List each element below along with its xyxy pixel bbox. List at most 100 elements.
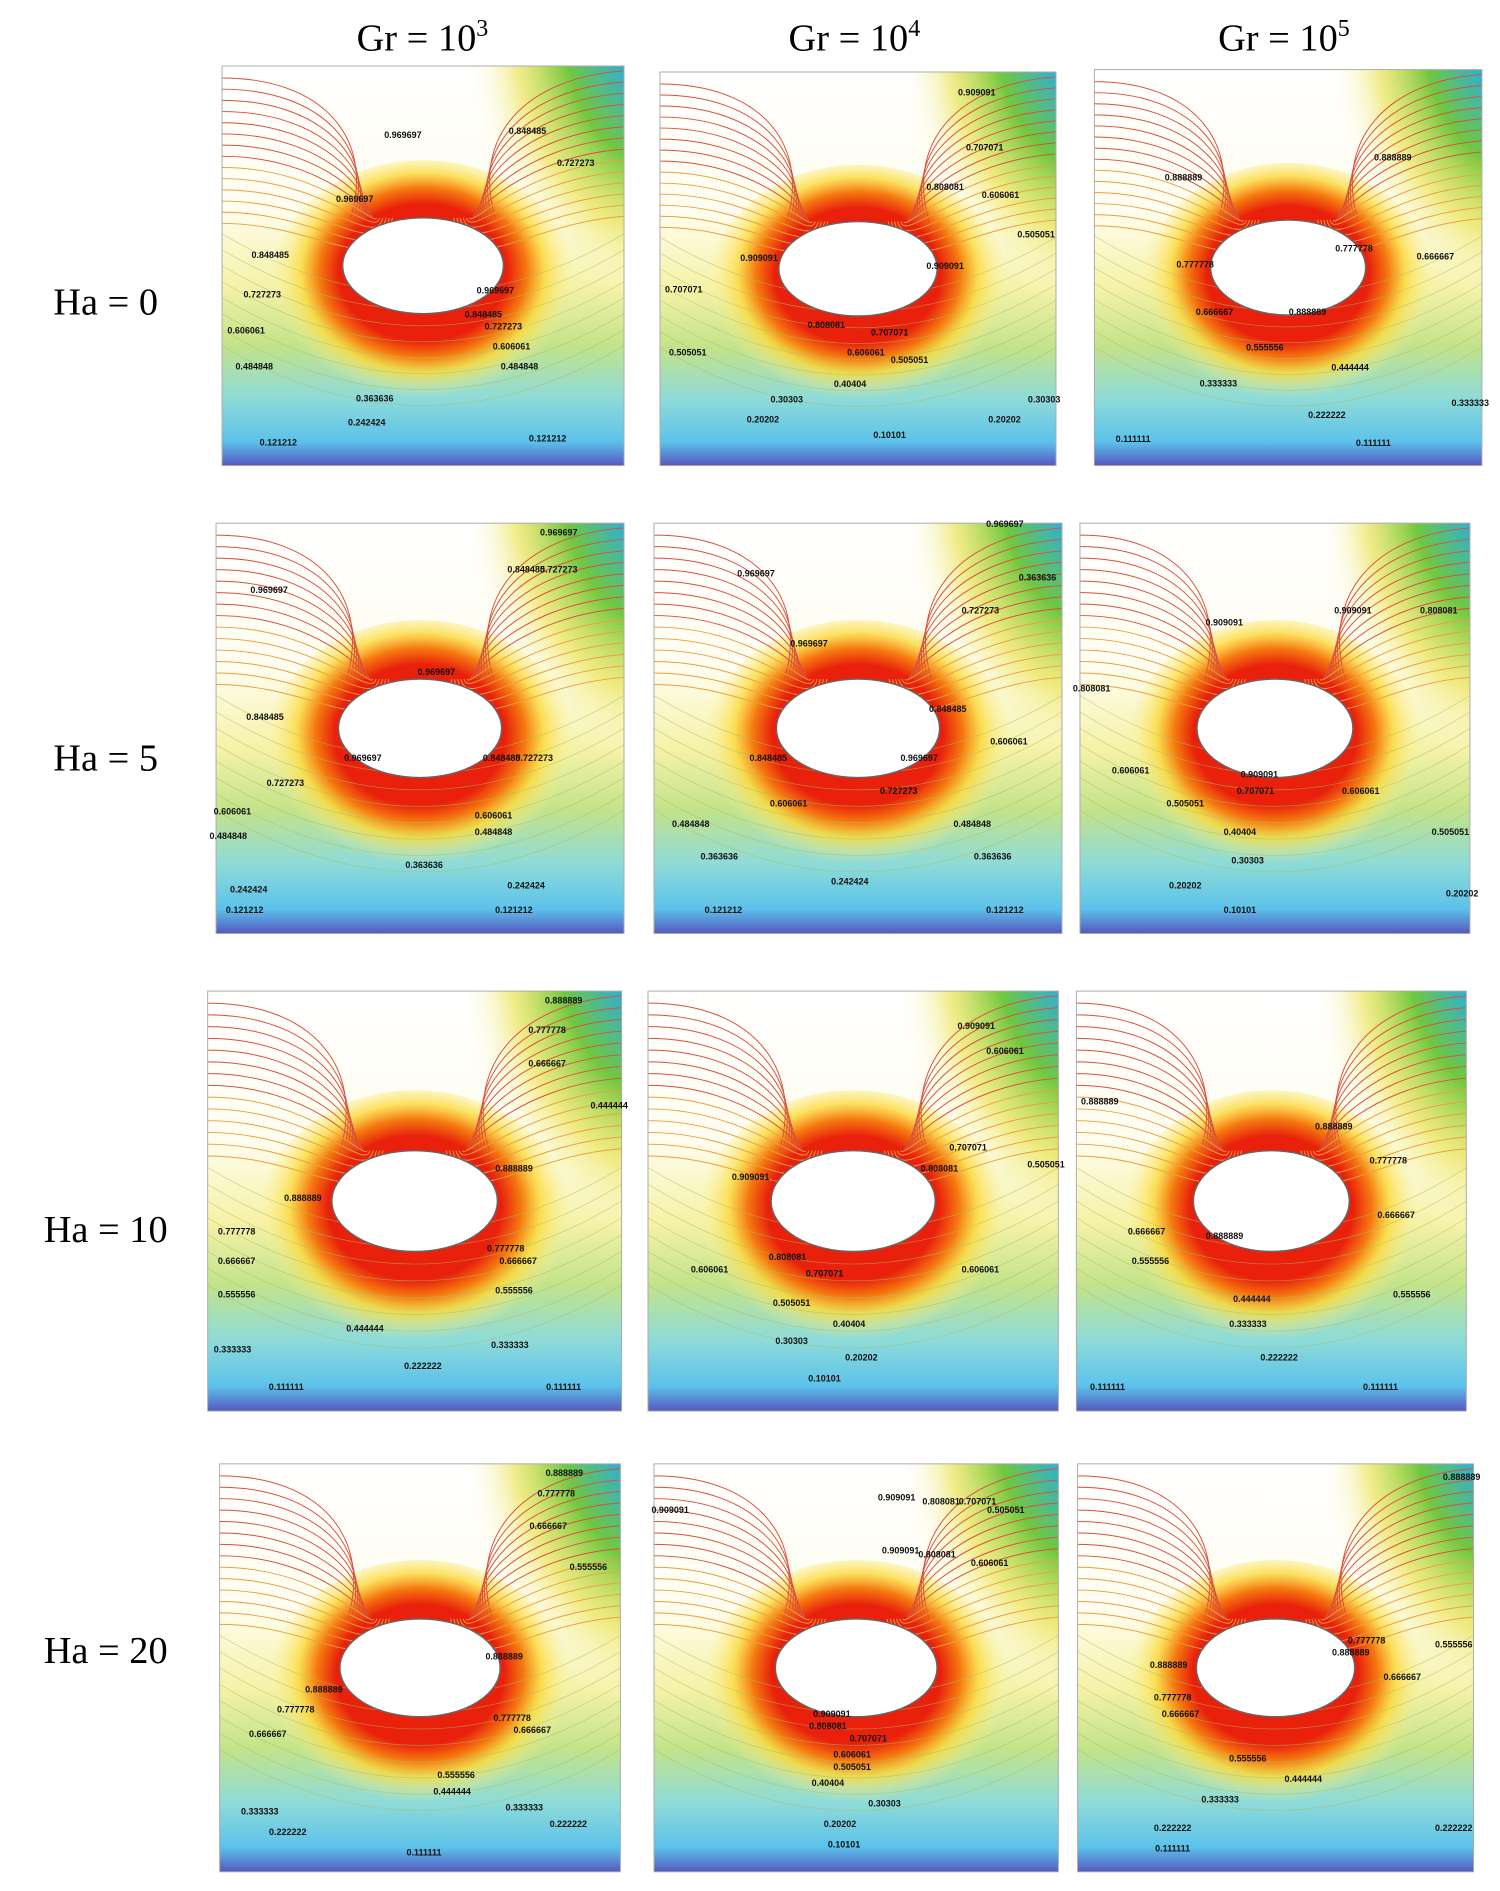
contour-label: 0.666667 xyxy=(1162,1709,1199,1719)
contour-label: 0.606061 xyxy=(990,737,1027,747)
contour-label: 0.969697 xyxy=(540,527,577,537)
isotherm xyxy=(1077,1570,1474,1624)
isotherm xyxy=(1094,96,1482,221)
contour-label: 0.111111 xyxy=(269,1382,304,1392)
contour-label: 0.666667 xyxy=(1128,1227,1165,1237)
contour-label: 0.484848 xyxy=(953,819,990,829)
contour-label: 0.20202 xyxy=(1446,889,1478,899)
isotherm xyxy=(1079,728,1470,791)
contour-label: 0.909091 xyxy=(651,1505,688,1515)
contour-label: 0.111111 xyxy=(546,1382,581,1392)
isotherm xyxy=(216,630,625,684)
contour-label: 0.666667 xyxy=(249,1729,286,1739)
contour-panel xyxy=(1076,991,1467,1412)
isotherm xyxy=(1077,1716,1474,1779)
isotherm xyxy=(1079,760,1470,823)
contour-panel xyxy=(1079,523,1470,934)
contour-label: 0.727273 xyxy=(485,322,522,332)
isotherm xyxy=(1076,1234,1467,1298)
contour-label: 0.222222 xyxy=(269,1827,306,1837)
isotherm xyxy=(648,1089,1059,1153)
isotherm xyxy=(222,70,625,218)
isotherm xyxy=(1076,995,1467,1151)
contour-label: 0.848485 xyxy=(465,310,502,320)
isotherm xyxy=(219,1700,621,1763)
panel-frame xyxy=(1075,990,1467,1412)
contour-label: 0.555556 xyxy=(570,1562,607,1572)
isotherm xyxy=(1079,777,1470,840)
contour-label: 0.909091 xyxy=(732,1172,769,1182)
contour-label: 0.20202 xyxy=(747,414,779,424)
isotherm xyxy=(660,164,1056,224)
contour-label: 0.606061 xyxy=(1112,765,1149,775)
isotherm xyxy=(654,1683,1059,1746)
contour-panel xyxy=(660,71,1056,466)
contour-label: 0.777778 xyxy=(277,1705,314,1715)
isotherm xyxy=(222,126,625,218)
isotherm xyxy=(1077,1749,1474,1811)
contour-label: 0.606061 xyxy=(475,811,512,821)
isotherm xyxy=(222,137,625,218)
isotherm xyxy=(1094,346,1482,407)
isotherm xyxy=(654,596,1062,680)
cylinder xyxy=(1196,678,1354,779)
isotherm xyxy=(216,596,625,680)
isotherm xyxy=(1077,1479,1474,1620)
contour-label: 0.969697 xyxy=(384,130,421,140)
isotherm xyxy=(654,744,1062,807)
isotherm xyxy=(207,1267,622,1332)
contour-label: 0.707071 xyxy=(949,1143,986,1153)
isotherm xyxy=(648,1267,1059,1332)
contour-label: 0.909091 xyxy=(958,1021,995,1031)
isotherm xyxy=(648,1217,1059,1282)
contour-label: 0.606061 xyxy=(227,326,264,336)
contour-label: 0.444444 xyxy=(1285,1774,1322,1784)
contour-label: 0.909091 xyxy=(740,253,777,263)
isotherm xyxy=(1077,1559,1474,1621)
isotherm xyxy=(654,760,1062,824)
contour-label: 0.121212 xyxy=(260,438,297,448)
isotherm xyxy=(660,87,1056,222)
contour-label: 0.555556 xyxy=(1229,1754,1266,1764)
isotherm xyxy=(216,607,625,680)
cylinder xyxy=(337,678,503,779)
isotherm xyxy=(222,297,625,359)
contour-label: 0.777778 xyxy=(218,1227,255,1237)
isotherm xyxy=(660,98,1056,222)
contour-label: 0.888889 xyxy=(1150,1660,1187,1670)
contour-label: 0.969697 xyxy=(900,753,937,763)
contour-label: 0.969697 xyxy=(336,194,373,204)
contour-label: 0.40404 xyxy=(1224,827,1256,837)
contour-label: 0.555556 xyxy=(1393,1290,1430,1300)
isotherm xyxy=(654,1570,1059,1624)
contour-label: 0.606061 xyxy=(982,190,1019,200)
isotherm xyxy=(216,619,625,681)
contour-label: 0.20202 xyxy=(988,414,1020,424)
contour-label: 0.808081 xyxy=(1073,683,1110,693)
isotherm xyxy=(222,171,625,223)
isotherm xyxy=(660,315,1056,376)
contour-label: 0.888889 xyxy=(1374,153,1411,163)
contour-label: 0.666667 xyxy=(218,1256,255,1266)
isotherm xyxy=(654,630,1062,684)
contour-label: 0.555556 xyxy=(1246,343,1283,353)
isotherm xyxy=(216,728,625,791)
isotherm xyxy=(654,1491,1059,1620)
contour-panel xyxy=(219,1463,621,1872)
panel-frame xyxy=(659,71,1057,467)
contour-label: 0.20202 xyxy=(824,1819,856,1829)
column-header: Gr = 105 xyxy=(1218,16,1350,59)
contour-label: 0.888889 xyxy=(1165,172,1202,182)
isotherm xyxy=(660,76,1056,222)
isotherm xyxy=(654,1667,1059,1730)
contour-label: 0.969697 xyxy=(737,568,774,578)
cylinder xyxy=(775,678,941,779)
isotherm xyxy=(222,281,625,343)
row-header: Ha = 5 xyxy=(53,737,158,779)
isotherm xyxy=(660,284,1056,344)
column-header-exp: 4 xyxy=(908,16,920,42)
contour-label: 0.555556 xyxy=(1435,1639,1472,1649)
contour-panel xyxy=(222,65,625,466)
panel-frame xyxy=(1093,69,1483,467)
isotherm xyxy=(222,345,625,406)
